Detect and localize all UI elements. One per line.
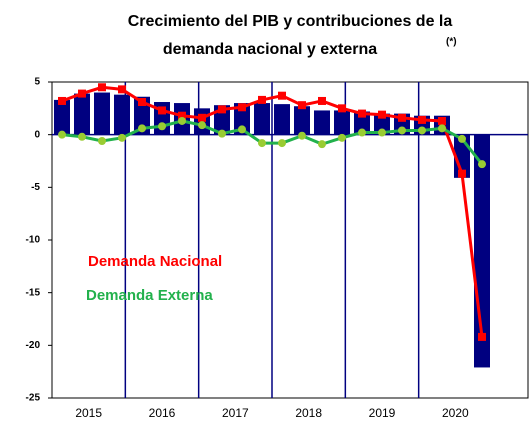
y-tick-label: -15 [26,287,41,298]
marker [98,136,106,145]
y-tick-label: 5 [34,77,40,88]
marker [118,133,126,142]
x-tick-label: 2015 [75,406,102,420]
marker [398,113,406,122]
marker [198,121,206,130]
marker [178,111,186,120]
marker [158,106,166,115]
marker [158,122,166,131]
line [61,119,484,166]
marker [98,83,106,92]
marker [318,140,326,149]
chart-title: Crecimiento del PIB y contribuciones de … [128,13,453,30]
marker [218,129,226,138]
marker [278,139,286,148]
marker [438,116,446,125]
marker [318,96,326,105]
x-tick-label: 2019 [369,406,396,420]
x-tick-label: 2018 [295,406,322,420]
marker [218,105,226,114]
marker [278,91,286,100]
marker [478,160,486,169]
chart-title: demanda nacional y externa [163,41,377,58]
marker [358,128,366,137]
legend-label: Demanda Externa [86,287,213,304]
y-tick-label: -20 [26,340,41,351]
marker [258,95,266,104]
marker [418,126,426,135]
bar [374,113,390,135]
bar [334,110,350,135]
marker [238,103,246,112]
marker [338,104,346,113]
marker [358,109,366,118]
marker [458,134,466,143]
y-tick-label: -10 [26,235,41,246]
bar [74,93,90,135]
marker [78,132,86,141]
bar [114,94,130,135]
bar [294,106,310,135]
y-tick-label: -25 [26,393,41,404]
marker [378,110,386,119]
x-tick-label: 2016 [149,406,176,420]
bar [54,99,70,135]
bar [314,110,330,135]
bar [274,104,290,135]
marker [58,96,66,105]
bar [134,96,150,135]
y-tick-label: 0 [34,129,40,140]
line [61,85,484,338]
y-tick-label: -5 [31,182,40,193]
marker [298,101,306,110]
marker [118,85,126,94]
bar [254,103,270,135]
x-tick-label: 2020 [442,406,469,420]
marker [258,139,266,148]
legend-label: Demanda Nacional [88,253,222,270]
marker [438,124,446,133]
marker [338,133,346,142]
bar [94,92,110,135]
marker [198,113,206,122]
marker [378,128,386,137]
marker [238,125,246,134]
marker [398,126,406,135]
marker [478,332,486,341]
x-tick-label: 2017 [222,406,249,420]
marker [138,98,146,107]
marker [58,130,66,139]
marker [138,124,146,133]
marker [418,115,426,124]
marker [178,116,186,125]
marker [78,89,86,98]
marker [298,131,306,140]
title-note: (*) [446,37,457,48]
marker [458,169,466,178]
